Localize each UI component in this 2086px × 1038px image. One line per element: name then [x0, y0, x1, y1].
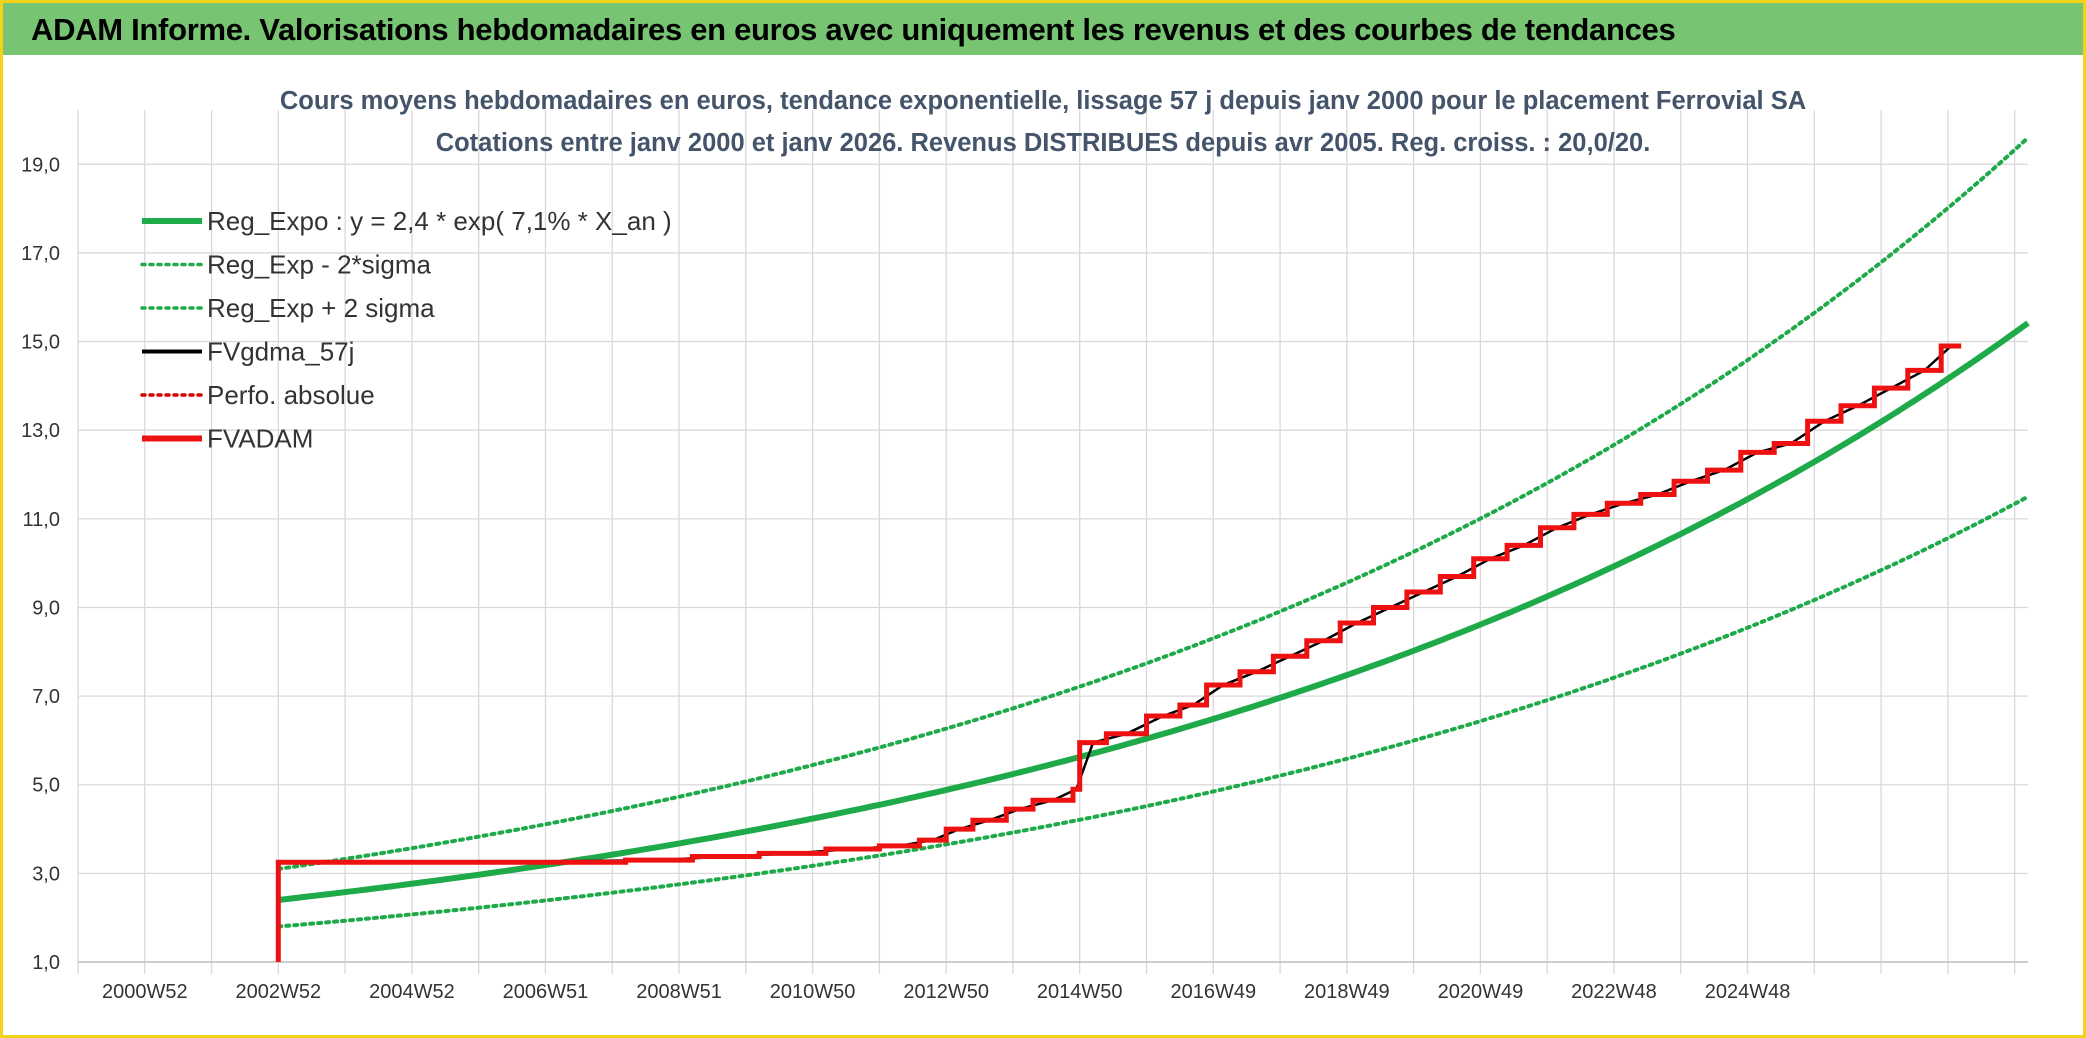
legend-label-perfo: Perfo. absolue: [207, 380, 375, 410]
series-reg-expo: [277, 320, 2030, 903]
y-tick-label: 1,0: [32, 952, 60, 974]
x-tick-label: 2018W49: [1304, 981, 1390, 1003]
gridlines: [77, 110, 2028, 974]
y-tick-label: 5,0: [32, 775, 60, 797]
y-tick-label: 17,0: [21, 243, 60, 265]
x-tick-label: 2004W52: [369, 981, 455, 1003]
chart-title-line2: Cotations entre janv 2000 et janv 2026. …: [436, 129, 1651, 157]
x-tick-label: 2014W50: [1037, 981, 1123, 1003]
y-tick-label: 9,0: [32, 597, 60, 619]
x-tick-label: 2002W52: [236, 981, 322, 1003]
report-title: ADAM Informe. Valorisations hebdomadaire…: [31, 12, 1676, 47]
legend: Reg_Expo : y = 2,4 * exp( 7,1% * X_an ) R…: [140, 206, 672, 454]
legend-label-fvadam: FVADAM: [207, 424, 313, 454]
report-header: ADAM Informe. Valorisations hebdomadaire…: [3, 3, 2083, 55]
series-fvadam: [275, 343, 1962, 962]
x-tick-label: 2010W50: [770, 981, 856, 1003]
y-tick-label: 7,0: [32, 686, 60, 708]
chart-title-line1: Cours moyens hebdomadaires en euros, ten…: [280, 87, 1806, 115]
x-tick-label: 2008W51: [636, 981, 722, 1003]
x-tick-label: 2022W48: [1571, 981, 1657, 1003]
y-tick-label: 15,0: [21, 332, 60, 354]
series: [275, 135, 2030, 962]
y-tick-label: 3,0: [32, 863, 60, 885]
legend-label-reg_plus: Reg_Exp + 2 sigma: [207, 293, 435, 323]
legend-label-reg_minus: Reg_Exp - 2*sigma: [207, 250, 432, 280]
x-tick-label: 2006W51: [503, 981, 589, 1003]
y-tick-label: 19,0: [21, 154, 60, 176]
y-tick-label: 11,0: [23, 509, 60, 531]
legend-label-fvgdma: FVgdma_57j: [207, 337, 354, 367]
x-tick-label: 2024W48: [1705, 981, 1791, 1003]
x-tick-label: 2020W49: [1438, 981, 1524, 1003]
legend-label-reg_expo: Reg_Expo : y = 2,4 * exp( 7,1% * X_an ): [207, 206, 672, 236]
series-reg-plus-2sigma: [276, 135, 2030, 871]
series-reg-minus-2sigma: [276, 494, 2030, 929]
x-tick-label: 2016W49: [1170, 981, 1256, 1003]
x-tick-label: 2012W50: [903, 981, 989, 1003]
y-tick-label: 13,0: [21, 420, 60, 442]
x-tick-label: 2000W52: [102, 981, 188, 1003]
axes: 1,0 3,0 5,0 7,0 9,0 11,0 13,0 15,0 17,0 19,0 2000W…: [21, 154, 2028, 1003]
